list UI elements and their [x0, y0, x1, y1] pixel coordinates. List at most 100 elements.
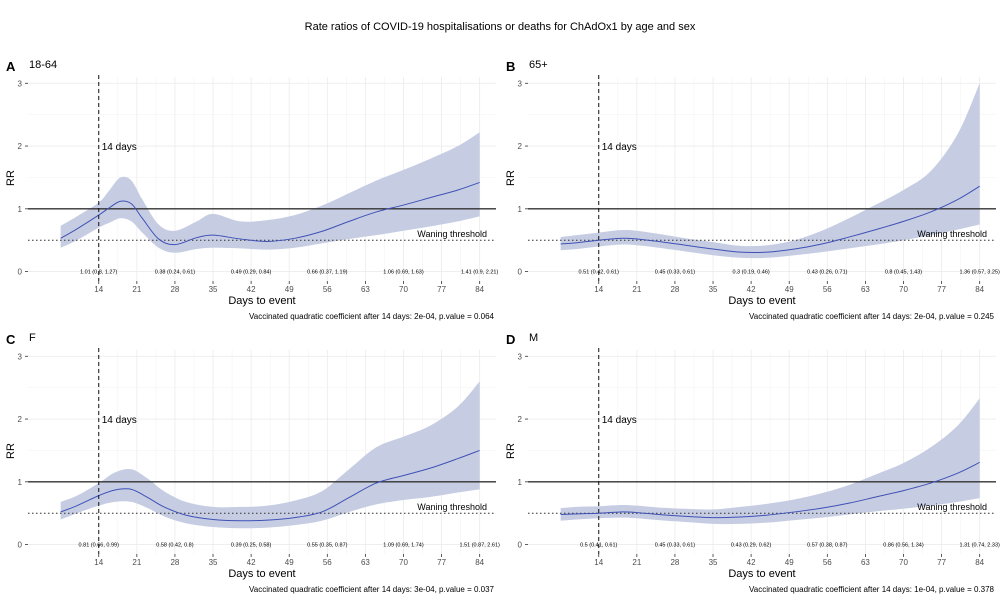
y-tick-label: 3 — [18, 352, 23, 361]
y-tick-label: 3 — [518, 79, 523, 88]
y-tick-label: 0 — [18, 268, 23, 277]
estimate-line — [560, 461, 980, 519]
day14-label: 14 days — [102, 142, 137, 153]
x-tick-label: 14 — [94, 558, 103, 567]
chart-title: Rate ratios of COVID-19 hospitalisations… — [304, 21, 696, 33]
estimate-annotation: 0.58 (0.42, 0.8) — [156, 543, 193, 549]
y-tick-label: 0 — [518, 541, 523, 550]
estimate-annotation: 0.5 (0.41, 0.61) — [580, 543, 617, 549]
estimate-annotation: 0.86 (0.56, 1.34) — [883, 543, 924, 549]
day14-label: 14 days — [602, 142, 637, 153]
x-tick-label: 63 — [361, 558, 370, 567]
panel-subtitle: 65+ — [529, 59, 548, 71]
y-axis-label: RR — [5, 443, 17, 459]
x-tick-label: 21 — [632, 285, 641, 294]
y-tick-label: 2 — [18, 415, 23, 424]
estimate-annotation: 1.09 (0.69, 1.74) — [383, 543, 424, 549]
x-axis-label: Days to event — [228, 295, 296, 307]
x-tick-label: 35 — [209, 558, 218, 567]
estimate-annotation: 0.45 (0.33, 0.61) — [655, 543, 696, 549]
waning-threshold-label: Waning threshold — [417, 502, 487, 512]
x-axis-label: Days to event — [728, 295, 796, 307]
x-tick-label: 28 — [170, 285, 179, 294]
plot-area-b: Waning threshold 14 days 0.51 (0.42, 0.61)… — [518, 75, 1000, 294]
day14-label: 14 days — [102, 415, 137, 426]
estimate-annotation: 1.51 (0.87, 2.61) — [459, 543, 500, 549]
x-tick-label: 63 — [361, 285, 370, 294]
y-tick-label: 3 — [18, 79, 23, 88]
x-tick-label: 63 — [861, 558, 870, 567]
x-tick-label: 77 — [437, 558, 446, 567]
panel-c: Waning threshold 14 days 0.81 (0.66, 0.99)… — [0, 328, 500, 601]
estimate-annotation: 1.31 (0.74, 2.33) — [959, 543, 1000, 549]
estimate-line — [60, 449, 480, 522]
estimate-annotation: 0.45 (0.33, 0.61) — [655, 270, 696, 276]
x-tick-label: 56 — [823, 558, 832, 567]
caption: Vaccinated quadratic coefficient after 1… — [249, 585, 494, 594]
estimate-annotation: 0.8 (0.45, 1.43) — [885, 270, 922, 276]
x-tick-label: 56 — [323, 285, 332, 294]
x-tick-label: 21 — [632, 558, 641, 567]
x-tick-label: 35 — [709, 558, 718, 567]
y-axis-label: RR — [5, 170, 17, 186]
confidence-band — [560, 83, 980, 259]
panel-d: Waning threshold 14 days 0.5 (0.41, 0.61) 0… — [500, 328, 1000, 601]
panel-tag: B — [506, 59, 516, 74]
panel-subtitle: M — [529, 332, 539, 344]
x-tick-label: 56 — [823, 285, 832, 294]
confidence-band — [60, 132, 480, 253]
y-axis-label: RR — [505, 170, 517, 186]
estimate-annotation: 0.49 (0.29, 0.84) — [231, 270, 272, 276]
waning-threshold-label: Waning threshold — [917, 229, 987, 239]
x-tick-label: 70 — [899, 285, 908, 294]
x-tick-label: 49 — [285, 285, 294, 294]
panel-a: Waning threshold 14 days 1.01 (0.8, 1.27) 0… — [0, 55, 500, 328]
estimate-annotation: 1.06 (0.69, 1.63) — [383, 270, 424, 276]
y-tick-label: 0 — [18, 541, 23, 550]
x-tick-label: 84 — [975, 558, 984, 567]
x-tick-label: 42 — [247, 285, 256, 294]
estimate-annotation: 1.41 (0.9, 2.21) — [461, 270, 498, 276]
estimate-annotation: 0.51 (0.42, 0.61) — [579, 270, 620, 276]
x-tick-label: 28 — [670, 558, 679, 567]
confidence-band — [560, 398, 980, 525]
x-tick-label: 14 — [594, 558, 603, 567]
plot-area-a: Waning threshold 14 days 1.01 (0.8, 1.27) 0… — [18, 75, 498, 294]
plot-area-d: Waning threshold 14 days 0.5 (0.41, 0.61) 0… — [518, 348, 1000, 567]
estimate-annotation: 0.43 (0.26, 0.71) — [807, 270, 848, 276]
estimate-annotation: 0.57 (0.38, 0.87) — [807, 543, 848, 549]
x-axis-label: Days to event — [228, 568, 296, 580]
x-tick-label: 35 — [709, 285, 718, 294]
x-tick-label: 49 — [785, 558, 794, 567]
x-tick-label: 77 — [937, 558, 946, 567]
x-tick-label: 14 — [94, 285, 103, 294]
y-tick-label: 3 — [518, 352, 523, 361]
panel-tag: D — [506, 332, 516, 347]
x-tick-label: 70 — [399, 558, 408, 567]
y-tick-label: 1 — [18, 205, 23, 214]
panel-subtitle: 18-64 — [29, 59, 58, 71]
x-tick-label: 21 — [132, 285, 141, 294]
estimate-annotation: 0.39 (0.25, 0.58) — [231, 543, 272, 549]
caption: Vaccinated quadratic coefficient after 1… — [249, 312, 494, 321]
x-tick-label: 35 — [209, 285, 218, 294]
panel-b: Waning threshold 14 days 0.51 (0.42, 0.61)… — [500, 55, 1000, 328]
panel-subtitle: F — [29, 332, 36, 344]
x-tick-label: 28 — [670, 285, 679, 294]
estimate-annotation: 0.81 (0.66, 0.99) — [79, 543, 120, 549]
y-tick-label: 2 — [18, 142, 23, 151]
x-tick-label: 84 — [475, 558, 484, 567]
x-tick-label: 49 — [285, 558, 294, 567]
day14-label: 14 days — [602, 415, 637, 426]
plot-area-c: Waning threshold 14 days 0.81 (0.66, 0.99)… — [18, 348, 500, 567]
x-tick-label: 56 — [323, 558, 332, 567]
y-tick-label: 1 — [518, 205, 523, 214]
x-tick-label: 70 — [899, 558, 908, 567]
x-tick-label: 42 — [747, 285, 756, 294]
estimate-annotation: 0.55 (0.35, 0.87) — [307, 543, 348, 549]
y-tick-label: 2 — [518, 415, 523, 424]
waning-threshold-label: Waning threshold — [917, 502, 987, 512]
panel-tag: A — [6, 59, 16, 74]
estimate-annotation: 0.43 (0.29, 0.62) — [731, 543, 772, 549]
x-axis-label: Days to event — [728, 568, 796, 580]
